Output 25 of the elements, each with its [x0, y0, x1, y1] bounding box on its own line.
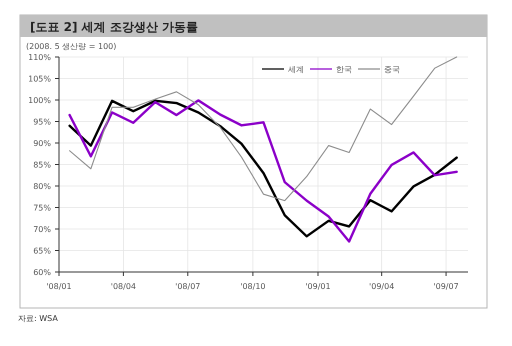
y-tick-label: 75%	[33, 203, 52, 212]
legend-label: 중국	[384, 64, 400, 74]
x-tick-label: '08/10	[240, 282, 266, 291]
x-tick-label: '09/04	[369, 282, 394, 291]
y-tick-label: 110%	[28, 52, 52, 62]
chart-title: [도표 2] 세계 조강생산 가동률	[30, 20, 198, 34]
x-tick-label: '09/01	[305, 282, 331, 291]
y-tick-label: 60%	[33, 268, 52, 277]
text: 자료: WSA	[18, 314, 58, 323]
x-tick-label: '08/04	[110, 282, 136, 291]
legend-label: 세계	[288, 64, 304, 74]
y-tick-label: 65%	[33, 246, 52, 256]
x-tick-label: '08/07	[175, 282, 200, 291]
y-tick-label: 90%	[33, 138, 52, 148]
y-tick-label: 80%	[33, 182, 52, 191]
y-tick-label: 105%	[28, 74, 52, 84]
y-tick-label: 100%	[28, 96, 52, 105]
y-tick-label: 85%	[33, 160, 52, 170]
y-tick-label: 95%	[33, 117, 52, 126]
legend-label: 한국	[336, 64, 352, 74]
line-series	[69, 56, 458, 202]
y-tick-label: 70%	[33, 224, 52, 234]
chart-subtitle: (2008. 5 생산량 = 100)	[26, 42, 116, 51]
x-tick-label: '09/07	[433, 282, 459, 291]
x-tick-label: '08/01	[46, 282, 72, 291]
